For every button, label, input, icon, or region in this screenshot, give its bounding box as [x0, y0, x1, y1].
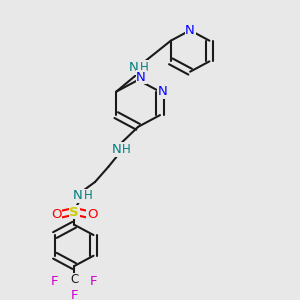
Text: N: N — [158, 85, 168, 98]
Text: H: H — [140, 61, 148, 74]
Text: F: F — [90, 275, 97, 288]
Text: N: N — [136, 71, 146, 84]
Text: N: N — [73, 189, 82, 202]
Text: H: H — [122, 143, 130, 156]
Text: N: N — [112, 143, 121, 156]
Text: N: N — [185, 24, 195, 37]
Text: S: S — [69, 206, 79, 219]
Text: O: O — [87, 208, 97, 221]
Text: N: N — [129, 61, 139, 74]
Text: F: F — [51, 275, 59, 288]
Text: C: C — [70, 273, 78, 286]
Text: F: F — [70, 289, 78, 300]
Text: H: H — [84, 189, 93, 202]
Text: O: O — [51, 208, 62, 221]
